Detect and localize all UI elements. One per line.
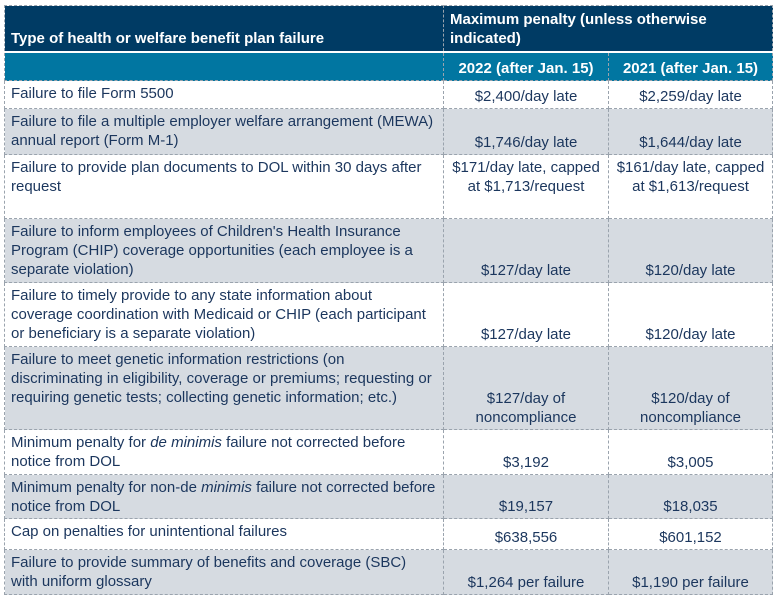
header-row: Type of health or welfare benefit plan f… xyxy=(4,5,773,53)
penalty-2022: $638,556 xyxy=(443,518,609,550)
table-row: Minimum penalty for non-de minimis failu… xyxy=(4,474,773,519)
subheader-row: 2022 (after Jan. 15) 2021 (after Jan. 15… xyxy=(4,51,773,81)
table-row: Failure to file a multiple employer welf… xyxy=(4,108,773,155)
failure-text: Failure to file a multiple employer welf… xyxy=(11,113,434,149)
failure-type: Failure to provide summary of benefits a… xyxy=(4,549,444,595)
table-row: Failure to file Form 5500 $2,400/day late… xyxy=(4,80,773,109)
penalty-2022: $1,746/day late xyxy=(443,108,609,155)
failure-type: Minimum penalty for non-de minimis failu… xyxy=(4,474,444,519)
table-row: Failure to meet genetic information rest… xyxy=(4,346,773,430)
failure-text: Minimum penalty for non-de xyxy=(11,479,202,496)
penalty-2021: $3,005 xyxy=(608,429,773,475)
penalty-2021: $2,259/day late xyxy=(608,80,773,109)
type-column-header: Type of health or welfare benefit plan f… xyxy=(4,5,444,53)
failure-text-italic: minimis xyxy=(201,479,252,496)
penalty-2021: $120/day of noncompliance xyxy=(608,346,773,430)
failure-text: Cap on penalties for unintentional failu… xyxy=(11,523,288,540)
penalty-2022: $1,264 per failure xyxy=(443,549,609,595)
subheader-blank xyxy=(4,51,444,81)
failure-type: Failure to inform employees of Children'… xyxy=(4,218,444,283)
failure-text-rest: failure not corrected before notice from… xyxy=(11,434,406,470)
penalty-table: Type of health or welfare benefit plan f… xyxy=(4,5,773,595)
penalty-2022: $127/day late xyxy=(443,218,609,283)
penalty-2021: $120/day late xyxy=(608,282,773,347)
table-row: Cap on penalties for unintentional failu… xyxy=(4,518,773,550)
penalty-2022: $3,192 xyxy=(443,429,609,475)
table-row: Failure to provide plan documents to DOL… xyxy=(4,154,773,219)
penalty-2021: $1,644/day late xyxy=(608,108,773,155)
failure-type: Failure to meet genetic information rest… xyxy=(4,346,444,430)
penalty-2022: $127/day late xyxy=(443,282,609,347)
penalty-2021: $1,190 per failure xyxy=(608,549,773,595)
penalty-2022: $171/day late, capped at $1,713/request xyxy=(443,154,609,219)
table-row: Minimum penalty for de minimis failure n… xyxy=(4,429,773,475)
failure-text: Failure to provide summary of benefits a… xyxy=(11,554,407,590)
failure-text: Failure to timely provide to any state i… xyxy=(11,287,426,342)
failure-text-italic: de minimis xyxy=(150,434,222,451)
penalty-2022: $127/day of noncompliance xyxy=(443,346,609,430)
penalty-2021: $161/day late, capped at $1,613/request xyxy=(608,154,773,219)
failure-type: Failure to file Form 5500 xyxy=(4,80,444,109)
penalty-2022: $2,400/day late xyxy=(443,80,609,109)
failure-text: Failure to file Form 5500 xyxy=(11,85,174,102)
failure-type: Minimum penalty for de minimis failure n… xyxy=(4,429,444,475)
failure-type: Failure to timely provide to any state i… xyxy=(4,282,444,347)
table-row: Failure to timely provide to any state i… xyxy=(4,282,773,347)
year-2022-header: 2022 (after Jan. 15) xyxy=(443,51,609,81)
penalty-2022: $19,157 xyxy=(443,474,609,519)
failure-type: Failure to provide plan documents to DOL… xyxy=(4,154,444,219)
penalty-2021: $120/day late xyxy=(608,218,773,283)
table-row: Failure to provide summary of benefits a… xyxy=(4,549,773,595)
penalty-column-header: Maximum penalty (unless otherwise indica… xyxy=(443,5,773,53)
year-2021-header: 2021 (after Jan. 15) xyxy=(608,51,773,81)
failure-text: Minimum penalty for xyxy=(11,434,151,451)
penalty-2021: $18,035 xyxy=(608,474,773,519)
failure-text: Failure to inform employees of Children'… xyxy=(11,223,413,278)
failure-type: Cap on penalties for unintentional failu… xyxy=(4,518,444,550)
table-row: Failure to inform employees of Children'… xyxy=(4,218,773,283)
failure-text-rest: failure not corrected before notice from… xyxy=(11,479,436,515)
penalty-2021: $601,152 xyxy=(608,518,773,550)
failure-text: Failure to provide plan documents to DOL… xyxy=(11,159,422,195)
failure-type: Failure to file a multiple employer welf… xyxy=(4,108,444,155)
failure-text: Failure to meet genetic information rest… xyxy=(11,351,432,406)
